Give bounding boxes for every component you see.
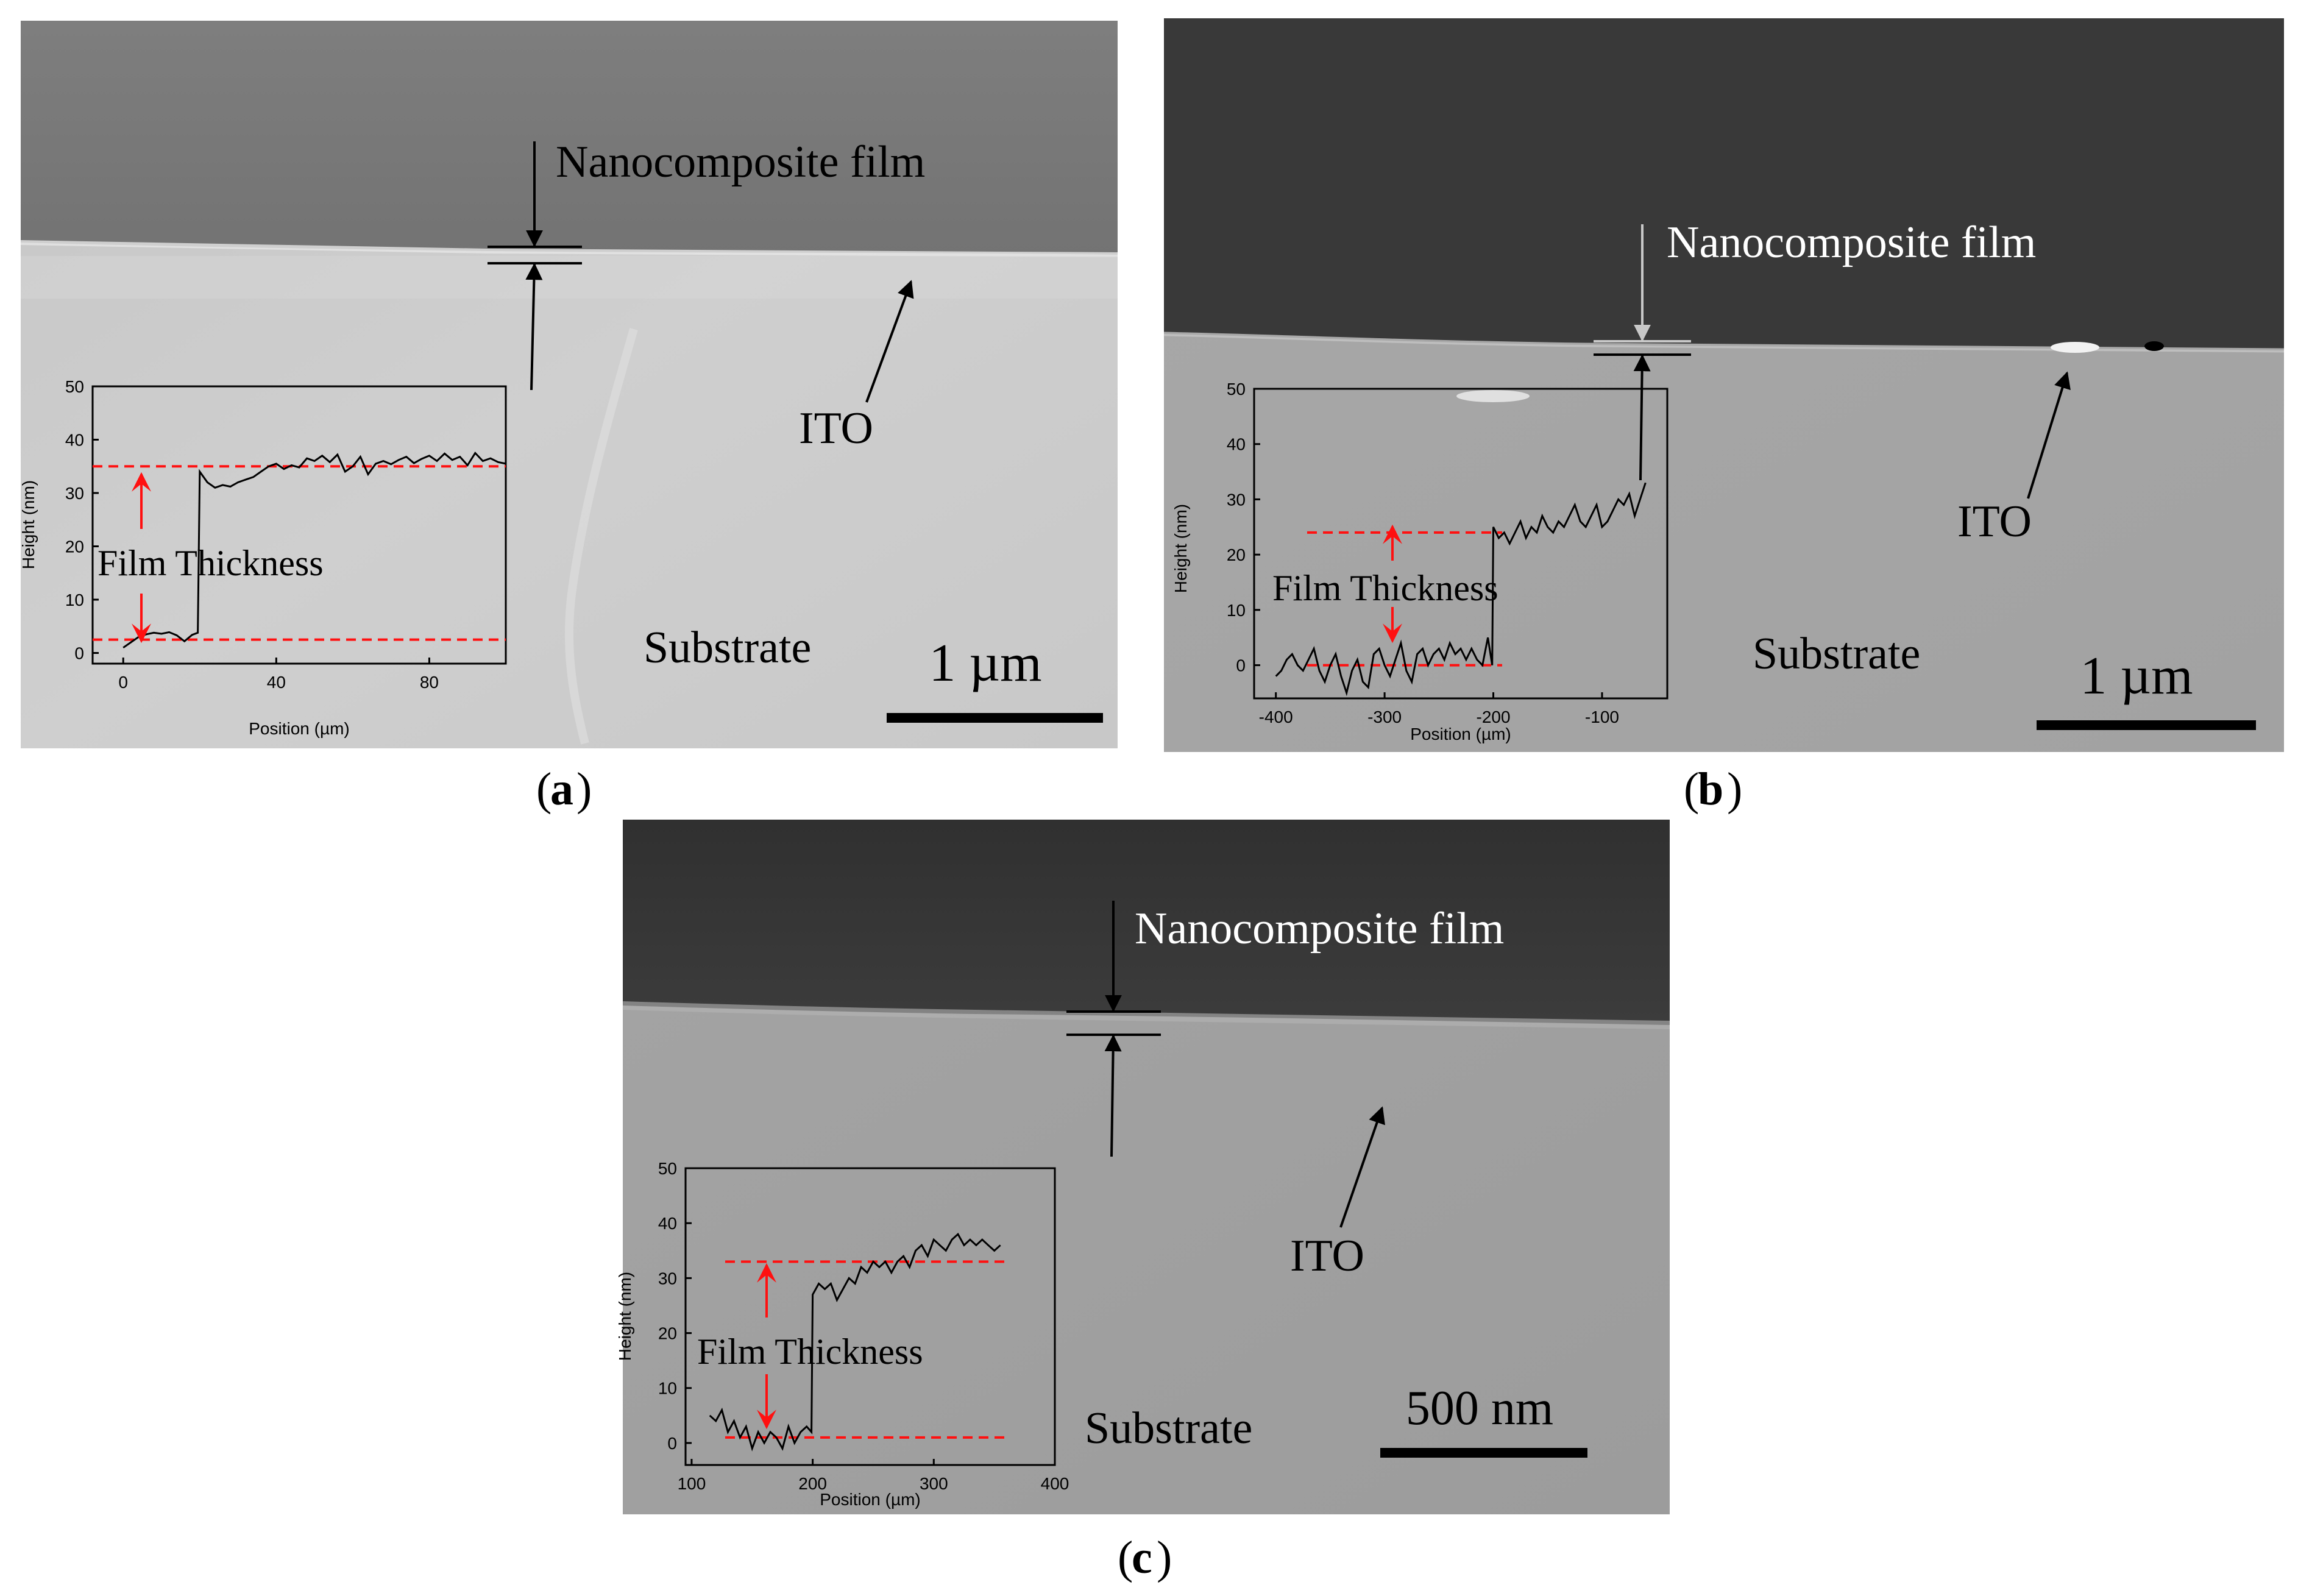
vacuum-region-a (21, 21, 1118, 255)
scale-bar-c (1380, 1448, 1587, 1458)
ito-label-b: ITO (1957, 497, 2032, 547)
x-tick-label: -400 (1259, 708, 1293, 726)
scale-bar-label-c: 500 nm (1406, 1381, 1553, 1435)
y-axis-label-c: Height (nm) (615, 1272, 634, 1361)
thickness-label-b: Film Thickness (1272, 568, 1498, 608)
y-tick-label: 40 (658, 1214, 677, 1233)
particle-dark-b (2144, 341, 2164, 351)
caption-open-c: ( (1118, 1532, 1133, 1583)
y-tick-label: 30 (65, 484, 84, 503)
vacuum-region-b (1164, 18, 2284, 350)
inset-plot-area-b (1253, 388, 1669, 700)
x-tick-label: 300 (920, 1474, 948, 1493)
caption-letter-a: a (550, 764, 573, 815)
scale-bar-label-a: 1 µm (929, 634, 1041, 693)
y-axis-label-a: Height (nm) (19, 480, 38, 569)
y-tick-label: 0 (1236, 656, 1246, 675)
height-profile-b (1275, 482, 1647, 697)
film-arrow-up-c (1104, 1034, 1122, 1157)
caption-close-c: ) (1157, 1532, 1172, 1583)
film-label-b: Nanocomposite film (1667, 218, 2036, 268)
y-axis-label-b: Height (nm) (1171, 504, 1190, 593)
film-arrow-up-a (525, 263, 543, 391)
y-tick-label: 10 (1227, 601, 1246, 620)
particle-highlight-b (2051, 342, 2099, 353)
caption-close-a: ) (576, 764, 592, 815)
vacuum-region-c (623, 820, 1670, 1025)
x-axis-label-a: Position (µm) (249, 719, 350, 738)
caption-letter-b: b (1698, 764, 1723, 815)
caption-open-a: ( (536, 764, 551, 815)
y-tick-label: 0 (667, 1434, 677, 1453)
film-label-a: Nanocomposite film (556, 137, 925, 187)
x-tick-label: -100 (1585, 708, 1619, 726)
ito-label-a: ITO (799, 403, 873, 453)
x-axis-label-c: Position (µm) (820, 1490, 921, 1509)
y-tick-label: 20 (65, 537, 84, 556)
y-tick-label: 30 (658, 1269, 677, 1288)
y-tick-label: 0 (74, 644, 84, 663)
scale-bar-a (887, 713, 1103, 723)
substrate-label-a: Substrate (644, 623, 811, 673)
axes-c: 100 200 300 400 0 10 20 30 40 50 (658, 1159, 1069, 1493)
y-tick-label: 10 (65, 591, 84, 609)
caption-letter-c: c (1132, 1532, 1152, 1583)
x-tick-label: -300 (1367, 708, 1402, 726)
y-tick-label: 40 (1227, 435, 1246, 454)
panel-c: Nanocomposite film ITO Substrate 500 nm … (615, 820, 1670, 1583)
film-arrow-up-b (1633, 354, 1651, 481)
caption-close-b: ) (1727, 764, 1742, 815)
surface-edge-a (20, 240, 1118, 257)
x-tick-label: 0 (118, 673, 128, 692)
thickness-label-c: Film Thickness (697, 1332, 923, 1372)
x-tick-label: 80 (420, 673, 439, 692)
height-profile-c (709, 1232, 1001, 1452)
inset-chart-a: 0 40 80 0 10 20 30 40 50 Position (µm) Height (n… (19, 377, 507, 738)
y-tick-label: 50 (658, 1159, 677, 1178)
ito-label-c: ITO (1290, 1231, 1364, 1281)
x-axis-label-b: Position (µm) (1410, 725, 1511, 743)
inset-chart-c: 100 200 300 400 0 10 20 30 40 50 Position (µm) He… (615, 1159, 1069, 1509)
scale-bar-label-b: 1 µm (2080, 647, 2193, 706)
x-tick-label: 200 (798, 1474, 827, 1493)
inset-chart-b: -400 -300 -200 -100 0 10 20 30 40 50 Position (µm… (1171, 380, 1669, 743)
panel-a: Nanocomposite film ITO Substrate 1 µm 0 4… (19, 21, 1118, 815)
x-tick-label: 40 (267, 673, 286, 692)
axes-a: 0 40 80 0 10 20 30 40 50 (65, 377, 439, 692)
y-tick-label: 50 (65, 377, 84, 396)
inset-plot-area-c (684, 1167, 1056, 1466)
y-tick-label: 20 (658, 1324, 677, 1343)
x-tick-label: -200 (1477, 708, 1511, 726)
substrate-label-c: Substrate (1085, 1403, 1252, 1453)
ito-arrow-c (1339, 1106, 1385, 1228)
y-tick-label: 50 (1227, 380, 1246, 399)
grain-texture-a (564, 328, 638, 745)
panel-b: Nanocomposite film ITO Substrate 1 µm -4… (1163, 18, 2285, 815)
y-tick-label: 10 (658, 1379, 677, 1398)
surface-edge-c (622, 1001, 1670, 1029)
film-label-c: Nanocomposite film (1135, 904, 1504, 954)
substrate-label-b: Substrate (1753, 629, 1920, 679)
thickness-label-a: Film Thickness (98, 543, 324, 583)
caption-open-b: ( (1684, 764, 1699, 815)
y-tick-label: 20 (1227, 545, 1246, 564)
flare-b (1456, 390, 1530, 402)
ito-arrow-a (865, 280, 914, 403)
y-tick-label: 30 (1227, 490, 1246, 509)
height-profile-a (122, 451, 506, 649)
x-tick-label: 100 (678, 1474, 706, 1493)
ito-arrow-b (2027, 371, 2071, 499)
x-tick-label: 400 (1041, 1474, 1069, 1493)
y-tick-label: 40 (65, 431, 84, 450)
inset-plot-area-a (91, 385, 507, 665)
axes-b: -400 -300 -200 -100 0 10 20 30 40 50 (1227, 380, 1619, 726)
scale-bar-b (2037, 720, 2256, 730)
